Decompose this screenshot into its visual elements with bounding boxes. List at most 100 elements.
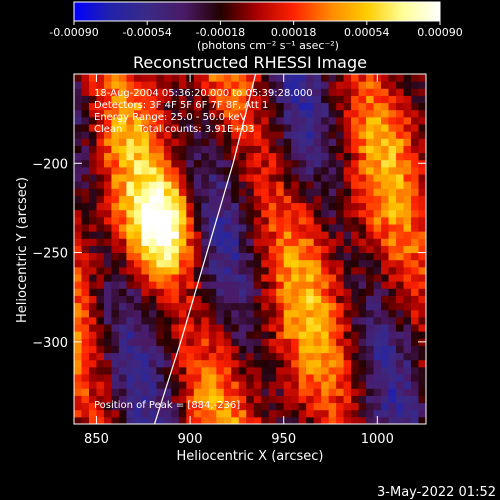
- heatmap-cell: [261, 88, 270, 96]
- heatmap-cell: [336, 216, 345, 225]
- heatmap-cell: [336, 395, 345, 404]
- heatmap-cell: [148, 152, 157, 161]
- heatmap-cell: [268, 209, 277, 218]
- heatmap-cell: [178, 245, 187, 254]
- heatmap-cell: [306, 195, 315, 204]
- heatmap-cell: [246, 316, 255, 325]
- heatmap-cell: [343, 388, 352, 396]
- heatmap-cell: [238, 152, 247, 161]
- heatmap-cell: [268, 281, 277, 289]
- heatmap-cell: [403, 202, 412, 211]
- heatmap-cell: [291, 324, 300, 332]
- heatmap-cell: [358, 316, 367, 325]
- heatmap-cell: [246, 359, 255, 368]
- heatmap-cell: [171, 195, 180, 204]
- heatmap-cell: [126, 395, 135, 404]
- heatmap-cell: [216, 188, 225, 196]
- heatmap-cell: [403, 152, 412, 161]
- heatmap-cell: [411, 295, 420, 304]
- heatmap-cell: [321, 102, 330, 111]
- heatmap-cell: [373, 174, 382, 182]
- heatmap-cell: [253, 381, 262, 389]
- heatmap-cell: [231, 209, 240, 218]
- heatmap-cell: [111, 274, 120, 282]
- heatmap-cell: [118, 81, 127, 89]
- heatmap-cell: [231, 266, 240, 275]
- heatmap-cell: [148, 166, 157, 175]
- heatmap-cell: [418, 345, 426, 354]
- heatmap-cell: [291, 245, 300, 254]
- heatmap-cell: [351, 145, 360, 154]
- heatmap-cell: [201, 316, 210, 325]
- heatmap-cell: [74, 374, 82, 382]
- heatmap-cell: [411, 395, 420, 404]
- heatmap-cell: [141, 309, 150, 318]
- heatmap-cell: [253, 302, 262, 311]
- heatmap-cell: [246, 352, 255, 361]
- heatmap-cell: [156, 224, 165, 232]
- heatmap-cell: [336, 145, 345, 154]
- heatmap-cell: [163, 166, 172, 175]
- heatmap-cell: [103, 181, 112, 189]
- heatmap-cell: [88, 109, 97, 118]
- heatmap-cell: [118, 374, 127, 382]
- heatmap-cell: [366, 281, 375, 289]
- heatmap-cell: [261, 366, 270, 375]
- heatmap-cell: [126, 74, 135, 82]
- heatmap-cell: [208, 338, 217, 346]
- heatmap-cell: [223, 202, 232, 211]
- heatmap-cell: [343, 345, 352, 354]
- heatmap-cell: [96, 274, 105, 282]
- heatmap-cell: [103, 109, 112, 118]
- heatmap-cell: [111, 159, 120, 168]
- heatmap-cell: [388, 209, 397, 218]
- heatmap-cell: [351, 352, 360, 361]
- heatmap-cell: [358, 202, 367, 211]
- heatmap-cell: [321, 281, 330, 289]
- heatmap-cell: [238, 416, 247, 424]
- heatmap-cell: [388, 145, 397, 154]
- heatmap-cell: [396, 74, 405, 82]
- heatmap-cell: [388, 109, 397, 118]
- heatmap-cell: [388, 324, 397, 332]
- heatmap-cell: [156, 81, 165, 89]
- heatmap-cell: [358, 102, 367, 111]
- heatmap-cell: [216, 116, 225, 125]
- heatmap-cell: [403, 245, 412, 254]
- heatmap-cell: [321, 166, 330, 175]
- heatmap-cell: [96, 131, 105, 139]
- heatmap-cell: [373, 252, 382, 261]
- heatmap-cell: [388, 309, 397, 318]
- heatmap-cell: [373, 388, 382, 396]
- heatmap-cell: [298, 209, 307, 218]
- heatmap-cell: [373, 302, 382, 311]
- heatmap-cell: [298, 81, 307, 89]
- heatmap-cell: [336, 281, 345, 289]
- heatmap-cell: [148, 381, 157, 389]
- heatmap-cell: [321, 95, 330, 104]
- heatmap-cell: [418, 195, 426, 204]
- heatmap-cell: [171, 352, 180, 361]
- heatmap-cell: [313, 145, 322, 154]
- heatmap-cell: [351, 345, 360, 354]
- heatmap-cell: [201, 95, 210, 104]
- heatmap-cell: [328, 388, 337, 396]
- heatmap-cell: [126, 95, 135, 104]
- heatmap-cell: [193, 81, 202, 89]
- heatmap-cell: [216, 345, 225, 354]
- heatmap-cell: [336, 181, 345, 189]
- heatmap-cell: [118, 331, 127, 339]
- heatmap-cell: [366, 231, 375, 239]
- heatmap-cell: [96, 352, 105, 361]
- heatmap-cell: [223, 359, 232, 368]
- heatmap-cell: [343, 259, 352, 268]
- heatmap-cell: [126, 216, 135, 225]
- heatmap-cell: [148, 88, 157, 96]
- heatmap-cell: [366, 138, 375, 146]
- heatmap-cell: [261, 388, 270, 396]
- heatmap-cell: [381, 81, 390, 89]
- heatmap-cell: [268, 145, 277, 154]
- heatmap-cell: [208, 88, 217, 96]
- heatmap-cell: [231, 388, 240, 396]
- heatmap-cell: [163, 324, 172, 332]
